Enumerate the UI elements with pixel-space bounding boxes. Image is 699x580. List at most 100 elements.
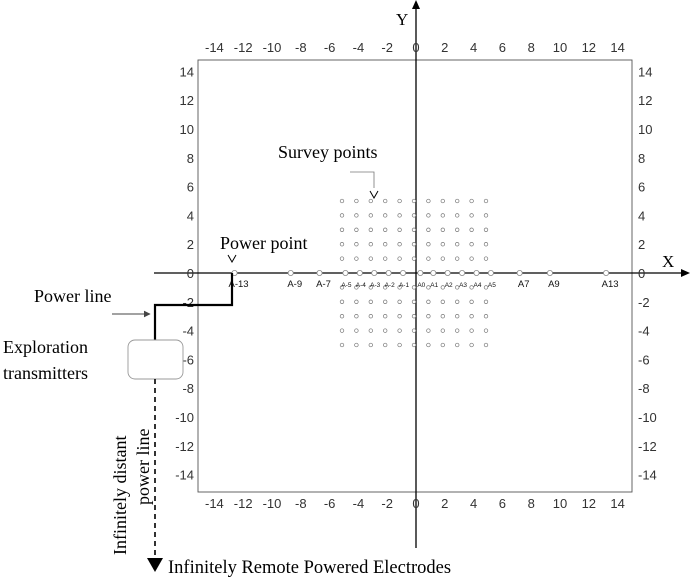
y-tick-right: -14 — [638, 468, 657, 483]
survey-point — [469, 299, 474, 304]
survey-point — [383, 198, 388, 204]
survey-point — [397, 227, 402, 232]
electrode-marker — [603, 269, 610, 276]
survey-point — [397, 328, 402, 333]
remote-electrodes-label: Infinitely Remote Powered Electrodes — [168, 558, 451, 578]
survey-point — [383, 242, 388, 247]
y-tick-right: -10 — [638, 410, 657, 425]
y-tick-left: 12 — [180, 93, 194, 108]
survey-point — [339, 213, 345, 218]
x-tick-top: -4 — [353, 40, 365, 55]
survey-point — [411, 328, 417, 333]
survey-point — [469, 242, 474, 247]
electrode-marker — [400, 269, 407, 276]
y-tick-right: -12 — [638, 439, 657, 454]
survey-points-arrow-icon — [369, 190, 379, 200]
x-tick-bottom: 14 — [610, 496, 624, 511]
survey-point — [368, 242, 373, 247]
survey-point — [440, 198, 445, 204]
survey-point — [440, 285, 445, 290]
survey-points-pointer — [350, 171, 375, 188]
survey-point — [469, 285, 474, 290]
survey-point — [469, 256, 474, 261]
electrode-marker — [473, 269, 480, 276]
survey-point — [354, 227, 359, 232]
x-tick-bottom: 6 — [499, 496, 506, 511]
survey-point — [354, 285, 359, 290]
survey-point — [455, 256, 460, 261]
x-tick-bottom: -2 — [381, 496, 393, 511]
survey-point — [440, 342, 445, 348]
x-tick-top: 14 — [610, 40, 624, 55]
electrode-marker — [430, 269, 437, 276]
x-tick-bottom: 0 — [412, 496, 419, 511]
x-axis-label: X — [662, 252, 674, 271]
survey-point — [483, 256, 489, 261]
y-tick-left: -10 — [175, 410, 194, 425]
power-line-arrow-icon — [143, 310, 151, 318]
electrode-label: A9 — [548, 279, 560, 290]
survey-point — [383, 227, 388, 232]
survey-point — [383, 328, 388, 333]
survey-point — [354, 213, 359, 218]
y-tick-left: 8 — [187, 151, 194, 166]
survey-point — [397, 314, 402, 319]
electrode-label: A-7 — [316, 279, 331, 290]
survey-point — [339, 285, 345, 290]
survey-point — [368, 342, 373, 348]
survey-point — [455, 213, 460, 218]
x-tick-top: 6 — [499, 40, 506, 55]
electrode-marker — [342, 269, 349, 276]
x-tick-bottom: -4 — [353, 496, 365, 511]
electrode-marker — [487, 269, 494, 276]
survey-point — [455, 227, 460, 232]
x-tick-top: 10 — [553, 40, 567, 55]
survey-point — [455, 242, 460, 247]
x-tick-bottom: -10 — [263, 496, 282, 511]
survey-point — [426, 256, 431, 261]
y-tick-right: 10 — [638, 122, 652, 137]
x-tick-top: 2 — [441, 40, 448, 55]
survey-point — [483, 198, 489, 204]
y-tick-left: 2 — [187, 237, 194, 252]
survey-point — [368, 285, 373, 290]
survey-point — [469, 314, 474, 319]
y-tick-left: -14 — [175, 468, 194, 483]
electrode-label: A3 — [459, 282, 467, 289]
x-tick-bottom: -14 — [205, 496, 224, 511]
y-tick-left: -6 — [182, 352, 194, 367]
survey-point — [440, 256, 445, 261]
survey-point — [411, 342, 417, 348]
survey-point — [469, 342, 474, 348]
y-tick-right: 14 — [638, 64, 652, 79]
y-tick-left: 10 — [180, 122, 194, 137]
electrode-marker — [371, 269, 378, 276]
electrode-label: A5 — [488, 282, 496, 289]
y-tick-right: 8 — [638, 151, 645, 166]
y-tick-left: 4 — [187, 208, 194, 223]
electrode-label: A-13 — [229, 279, 249, 290]
exploration-label-line2: transmitters — [3, 363, 88, 383]
survey-point — [339, 256, 345, 261]
x-tick-bottom: -12 — [234, 496, 253, 511]
survey-point — [383, 299, 388, 304]
exploration-label-line1: Exploration — [3, 337, 88, 357]
electrode-label: A-3 — [370, 282, 381, 289]
survey-point — [397, 342, 402, 348]
survey-point — [368, 213, 373, 218]
power-line-label: Power line — [34, 286, 111, 306]
survey-point — [455, 299, 460, 304]
survey-point — [440, 314, 445, 319]
survey-point — [426, 198, 431, 204]
survey-point — [440, 227, 445, 232]
survey-point — [354, 314, 359, 319]
y-tick-right: 12 — [638, 93, 652, 108]
x-tick-bottom: 4 — [470, 496, 477, 511]
remote-electrode-arrow-icon — [147, 558, 163, 572]
survey-point — [455, 328, 460, 333]
electrode-marker — [316, 269, 323, 276]
survey-point — [383, 213, 388, 218]
survey-point — [339, 342, 345, 348]
survey-point — [411, 198, 417, 204]
